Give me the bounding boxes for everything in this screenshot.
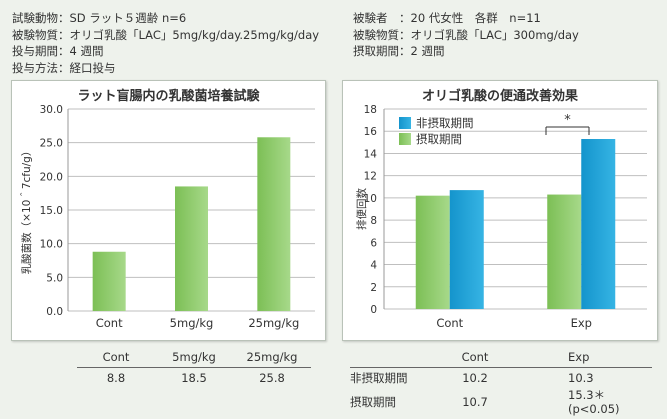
table-cell: 15.3＊(p<0.05)	[568, 388, 620, 416]
x-tick-label: Exp	[571, 316, 592, 330]
row-label: 摂取期間	[350, 395, 396, 409]
bowel-movement-values-table: Cont Exp 非摂取期間 10.2 10.3 摂取期間 10.7 15.3＊…	[350, 347, 652, 416]
info-line: 摂取期間：2 週間	[353, 44, 445, 58]
bar	[415, 195, 450, 309]
study-info-right: 被験者 ：20 代女性 各群 n=11 被験物質：オリゴ乳酸「LAC」300mg…	[353, 10, 579, 60]
table-cell: 18.5	[181, 371, 207, 385]
significance-mark: *	[564, 113, 571, 128]
y-tick-label: 4	[370, 260, 377, 272]
column-header: Cont	[420, 347, 530, 368]
y-tick-label: 16	[364, 126, 378, 138]
column-header: 5mg/kg	[155, 347, 233, 368]
bar	[92, 251, 126, 311]
x-tick-label: Cont	[436, 316, 463, 330]
y-tick-label: 25.0	[40, 138, 63, 150]
lactic-bacteria-chart: 0.0 5.0 10.0 15.0 20.0 25.0 30.0 Cont 5mg/kg 25mg…	[19, 104, 315, 330]
y-tick-label: 18	[364, 104, 377, 116]
study-info-left: 試験動物：SD ラット５週齢 n=6 被験物質：オリゴ乳酸「LAC」5mg/kg…	[12, 10, 319, 76]
x-tick-label: Cont	[96, 316, 123, 330]
y-tick-label: 0.0	[46, 306, 63, 318]
y-tick-label: 15.0	[40, 205, 63, 217]
y-tick-label: 10.0	[40, 239, 63, 251]
legend-swatch	[399, 117, 411, 129]
bar	[581, 139, 616, 309]
lactic-bacteria-values-table: Cont 5mg/kg 25mg/kg 8.8 18.5 25.8	[77, 347, 311, 388]
bar	[449, 190, 484, 309]
y-tick-label: 2	[370, 282, 377, 294]
y-tick-label: 0	[370, 304, 377, 316]
lactic-bacteria-chart-panel: ラット盲腸内の乳酸菌培養試験 0.0 5.0 10.0 15.0 20.0 25.0 30.…	[11, 80, 326, 341]
y-tick-label: 8	[370, 215, 377, 227]
y-tick-label: 12	[364, 171, 377, 183]
legend-label: 摂取期間	[416, 132, 462, 146]
column-header: Exp	[530, 347, 652, 368]
table-cell: 10.3	[568, 371, 594, 385]
table-cell: 10.2	[462, 371, 488, 385]
y-axis-label: 排便回数	[355, 188, 368, 230]
bar	[175, 186, 208, 311]
table-cell: 8.8	[106, 371, 126, 385]
y-tick-label: 5.0	[46, 272, 63, 284]
y-axis-label: 乳酸菌数（×10＾7cfu/g）	[19, 146, 33, 275]
y-tick-label: 14	[364, 148, 378, 160]
bar	[547, 194, 582, 309]
y-tick-label: 6	[370, 237, 377, 249]
y-tick-label: 10	[364, 193, 377, 205]
legend-swatch	[399, 133, 411, 145]
info-line: 投与方法：経口投与	[12, 60, 116, 75]
info-line: 被験物質：オリゴ乳酸「LAC」5mg/kg/day.25mg/kg/day	[12, 27, 320, 42]
y-tick-label: 30.0	[40, 104, 63, 116]
chart-title: オリゴ乳酸の便通改善効果	[421, 89, 578, 104]
info-line: 試験動物：SD ラット５週齢 n=6	[12, 11, 187, 25]
info-line: 投与期間：4 週間	[12, 44, 104, 58]
bar	[257, 137, 291, 311]
x-tick-label: 5mg/kg	[170, 316, 214, 330]
column-header: 25mg/kg	[233, 347, 311, 368]
bowel-movement-chart-panel: オリゴ乳酸の便通改善効果 0 2 4 6 8 10 12 14 16 18 Cont Exp 排便回数 非…	[342, 80, 658, 341]
info-line: 被験者 ：20 代女性 各群 n=11	[353, 11, 541, 25]
column-header: Cont	[77, 347, 155, 368]
row-label: 非摂取期間	[350, 371, 408, 385]
table-cell: 10.7	[462, 395, 488, 409]
info-line: 被験物質：オリゴ乳酸「LAC」300mg/day	[353, 27, 579, 42]
y-tick-label: 20.0	[40, 171, 63, 183]
legend-label: 非摂取期間	[416, 116, 474, 130]
x-tick-label: 25mg/kg	[248, 316, 299, 330]
table-cell: 25.8	[259, 371, 285, 385]
chart-title: ラット盲腸内の乳酸菌培養試験	[77, 89, 260, 104]
